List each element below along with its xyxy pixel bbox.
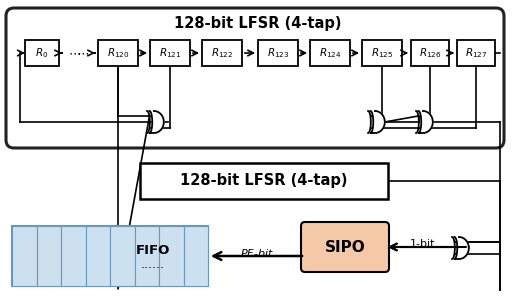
Polygon shape <box>455 237 469 259</box>
Text: $R_{121}$: $R_{121}$ <box>159 46 181 60</box>
Bar <box>37 226 61 286</box>
Bar <box>258 40 298 66</box>
Polygon shape <box>150 111 164 133</box>
Bar <box>61 226 86 286</box>
Bar <box>150 40 190 66</box>
Text: $R_{124}$: $R_{124}$ <box>319 46 341 60</box>
Text: $R_{123}$: $R_{123}$ <box>267 46 289 60</box>
Bar <box>202 40 242 66</box>
Bar <box>98 40 138 66</box>
FancyBboxPatch shape <box>301 222 389 272</box>
Text: SIPO: SIPO <box>325 239 365 255</box>
FancyBboxPatch shape <box>6 8 504 148</box>
Text: ......: ...... <box>141 258 165 271</box>
Text: 128-bit LFSR (4-tap): 128-bit LFSR (4-tap) <box>174 16 342 31</box>
Bar <box>12 226 208 286</box>
Polygon shape <box>370 111 385 133</box>
Text: FIFO: FIFO <box>136 245 170 258</box>
Bar <box>411 40 449 66</box>
Bar <box>159 226 184 286</box>
Text: 1-bit: 1-bit <box>410 239 436 249</box>
Text: $R_{122}$: $R_{122}$ <box>211 46 233 60</box>
Text: $R_{127}$: $R_{127}$ <box>465 46 487 60</box>
Bar <box>135 226 159 286</box>
Bar <box>86 226 110 286</box>
Text: $R_0$: $R_0$ <box>35 46 49 60</box>
Bar <box>184 226 208 286</box>
Text: $\cdots\!\!\cdots$: $\cdots\!\!\cdots$ <box>68 47 89 59</box>
Text: $R_{126}$: $R_{126}$ <box>418 46 441 60</box>
Bar <box>362 40 402 66</box>
Bar <box>25 40 59 66</box>
Bar <box>110 226 135 286</box>
Text: $R_{120}$: $R_{120}$ <box>107 46 130 60</box>
Polygon shape <box>418 111 433 133</box>
Bar <box>12 226 37 286</box>
Text: 128-bit LFSR (4-tap): 128-bit LFSR (4-tap) <box>180 174 348 188</box>
Text: $\mathit{PF}$-bit: $\mathit{PF}$-bit <box>239 247 273 259</box>
Bar <box>457 40 495 66</box>
Bar <box>310 40 350 66</box>
Bar <box>140 163 388 199</box>
Text: $R_{125}$: $R_{125}$ <box>371 46 393 60</box>
